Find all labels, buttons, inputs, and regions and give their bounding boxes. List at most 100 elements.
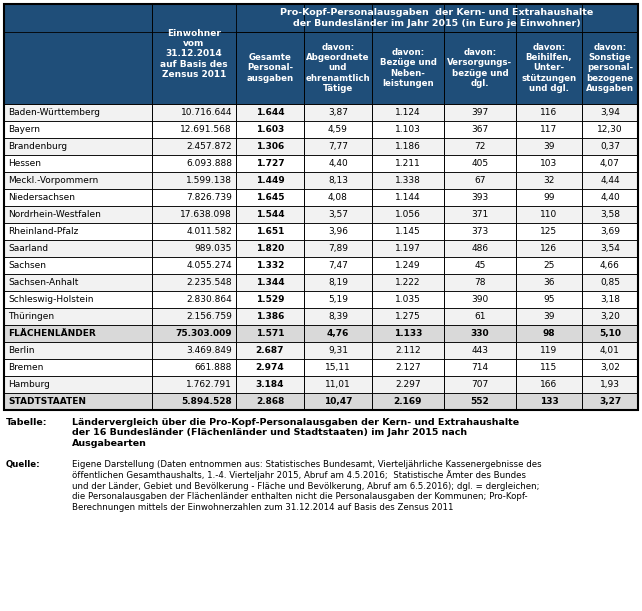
Text: 4.055.274: 4.055.274 — [186, 261, 232, 270]
Text: 443: 443 — [471, 346, 489, 355]
Bar — [372, 206, 444, 223]
Bar — [304, 206, 372, 223]
Bar — [304, 240, 372, 257]
Text: 3.184: 3.184 — [256, 380, 284, 389]
Bar — [236, 342, 304, 359]
Text: 10.716.644: 10.716.644 — [180, 108, 232, 117]
Text: 3,58: 3,58 — [600, 210, 620, 219]
Text: 2.169: 2.169 — [394, 397, 422, 406]
Text: 373: 373 — [471, 227, 489, 236]
Text: 15,11: 15,11 — [325, 363, 351, 372]
Text: 5,10: 5,10 — [599, 329, 621, 338]
Bar — [516, 291, 582, 308]
Text: 1.056: 1.056 — [395, 210, 421, 219]
Text: Baden-Württemberg: Baden-Württemberg — [8, 108, 100, 117]
Text: 2.156.759: 2.156.759 — [186, 312, 232, 321]
Text: 714: 714 — [471, 363, 489, 372]
Text: 397: 397 — [471, 108, 489, 117]
Bar — [236, 257, 304, 274]
Text: STADTSTAATEN: STADTSTAATEN — [8, 397, 86, 406]
Bar — [304, 359, 372, 376]
Text: Quelle:: Quelle: — [6, 460, 40, 469]
Text: 103: 103 — [541, 159, 558, 168]
Bar — [236, 274, 304, 291]
Text: Sachsen-Anhalt: Sachsen-Anhalt — [8, 278, 78, 287]
Text: 11,01: 11,01 — [325, 380, 351, 389]
Bar — [152, 257, 236, 274]
Bar — [444, 257, 516, 274]
Bar — [516, 104, 582, 121]
Bar — [516, 240, 582, 257]
Text: 1.222: 1.222 — [395, 278, 421, 287]
Bar — [516, 308, 582, 325]
Bar — [236, 121, 304, 138]
Text: 7,47: 7,47 — [328, 261, 348, 270]
Text: 707: 707 — [471, 380, 489, 389]
Bar — [582, 189, 638, 206]
Text: 67: 67 — [474, 176, 486, 185]
Bar — [516, 342, 582, 359]
Text: Eigene Darstellung (Daten entnommen aus: Statistisches Bundesamt, Vierteljährlic: Eigene Darstellung (Daten entnommen aus:… — [72, 460, 542, 511]
Bar — [4, 342, 152, 359]
Bar — [582, 308, 638, 325]
Text: 9,31: 9,31 — [328, 346, 348, 355]
Text: 36: 36 — [543, 278, 555, 287]
Text: 2.687: 2.687 — [256, 346, 284, 355]
Text: 1.211: 1.211 — [395, 159, 421, 168]
Text: 4,01: 4,01 — [600, 346, 620, 355]
Bar — [372, 155, 444, 172]
Text: Thüringen: Thüringen — [8, 312, 54, 321]
Bar — [304, 104, 372, 121]
Bar — [4, 4, 152, 104]
Bar — [444, 121, 516, 138]
Text: 390: 390 — [471, 295, 489, 304]
Bar — [4, 291, 152, 308]
Bar — [304, 308, 372, 325]
Bar — [236, 4, 638, 32]
Text: FLÄCHENLÄNDER: FLÄCHENLÄNDER — [8, 329, 96, 338]
Text: 125: 125 — [541, 227, 557, 236]
Text: 3,54: 3,54 — [600, 244, 620, 253]
Text: Hamburg: Hamburg — [8, 380, 50, 389]
Text: 99: 99 — [543, 193, 555, 202]
Bar — [372, 291, 444, 308]
Text: 1.124: 1.124 — [395, 108, 421, 117]
Bar — [516, 206, 582, 223]
Text: 1.651: 1.651 — [256, 227, 284, 236]
Text: 0,37: 0,37 — [600, 142, 620, 151]
Bar — [4, 121, 152, 138]
Text: 117: 117 — [541, 125, 558, 134]
Bar — [4, 274, 152, 291]
Bar — [444, 206, 516, 223]
Bar — [444, 104, 516, 121]
Bar — [4, 359, 152, 376]
Bar — [444, 240, 516, 257]
Bar — [444, 189, 516, 206]
Text: 4,40: 4,40 — [600, 193, 620, 202]
Text: 8,19: 8,19 — [328, 278, 348, 287]
Text: 95: 95 — [543, 295, 555, 304]
Text: 2.112: 2.112 — [395, 346, 421, 355]
Bar — [236, 189, 304, 206]
Text: davon:
Beihilfen,
Unter-
stützungen
und dgl.: davon: Beihilfen, Unter- stützungen und … — [521, 43, 577, 93]
Text: 119: 119 — [541, 346, 558, 355]
Text: 405: 405 — [471, 159, 489, 168]
Text: 1.529: 1.529 — [256, 295, 284, 304]
Bar — [152, 342, 236, 359]
Text: Bayern: Bayern — [8, 125, 40, 134]
Text: 8,13: 8,13 — [328, 176, 348, 185]
Bar — [152, 393, 236, 410]
Bar — [236, 104, 304, 121]
Bar — [372, 342, 444, 359]
Bar — [152, 359, 236, 376]
Text: 1.599.138: 1.599.138 — [186, 176, 232, 185]
Bar — [516, 32, 582, 104]
Text: 5,19: 5,19 — [328, 295, 348, 304]
Text: 1.144: 1.144 — [395, 193, 421, 202]
Text: 1.449: 1.449 — [256, 176, 284, 185]
Text: Niedersachsen: Niedersachsen — [8, 193, 75, 202]
Text: 98: 98 — [542, 329, 555, 338]
Text: Berlin: Berlin — [8, 346, 35, 355]
Bar — [4, 172, 152, 189]
Text: 4,59: 4,59 — [328, 125, 348, 134]
